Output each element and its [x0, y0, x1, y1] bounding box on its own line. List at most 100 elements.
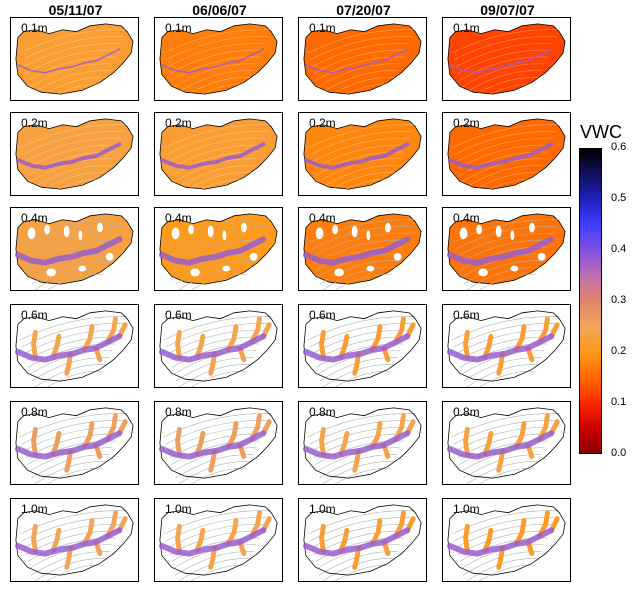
catchment-fill — [447, 118, 566, 190]
contour-line — [453, 36, 557, 61]
contour-line — [457, 49, 551, 74]
catchment-outline — [15, 310, 134, 382]
branch-band — [175, 329, 182, 361]
contour-line — [178, 558, 251, 581]
contour-line — [319, 165, 398, 190]
no-data-gap — [366, 265, 375, 272]
contour-line — [309, 131, 413, 156]
branch-band — [175, 426, 182, 458]
contour-line — [190, 467, 248, 484]
catchment-fill — [447, 23, 566, 95]
contour-line — [175, 70, 254, 95]
contour-line — [34, 558, 107, 581]
no-data-gap — [495, 225, 502, 238]
colorbar-tick: 0.5 — [611, 192, 627, 204]
channel-band — [17, 48, 121, 74]
contour-line — [461, 63, 545, 88]
branch-band — [513, 518, 527, 547]
contour-line — [19, 124, 128, 149]
depth-label: 0.1m — [453, 21, 480, 35]
contour-line — [463, 165, 542, 190]
channel-band — [302, 333, 411, 363]
no-data-gap — [188, 224, 195, 235]
map-panel: 0.2m — [10, 112, 139, 196]
map-panel: 0.2m — [154, 112, 283, 196]
map-panel: 0.2m — [442, 112, 571, 196]
contour-line — [169, 144, 263, 169]
no-data-gap — [459, 227, 468, 240]
channel-band — [446, 527, 555, 557]
channel-band — [159, 142, 266, 170]
depth-label: 0.8m — [309, 405, 336, 419]
contour-line — [311, 42, 410, 68]
contour-line — [21, 36, 125, 61]
contour-lines — [451, 124, 560, 195]
no-data-gap — [332, 224, 339, 235]
branch-band — [194, 430, 206, 457]
contour-line — [317, 63, 401, 88]
branch-band — [496, 448, 506, 473]
contour-line — [478, 178, 536, 195]
contour-lines — [307, 29, 416, 100]
contour-line — [322, 77, 395, 100]
branch-band — [482, 333, 494, 360]
contour-line — [478, 273, 536, 290]
contour-line — [178, 461, 251, 484]
map-panel: 0.2m — [298, 112, 427, 196]
contour-line — [167, 232, 266, 258]
map-panel: 0.1m — [442, 17, 571, 101]
contour-line — [334, 83, 392, 100]
channel-band — [15, 142, 122, 170]
no-data-gap — [190, 268, 200, 277]
branch-band — [463, 523, 470, 555]
colorbar-title: VWC — [580, 122, 622, 142]
branch-band — [81, 421, 95, 450]
branch-band — [81, 518, 95, 547]
no-data-gap — [78, 265, 87, 272]
contour-line — [463, 260, 542, 285]
depth-label: 0.4m — [165, 211, 192, 225]
contour-line — [319, 260, 398, 285]
contour-line — [334, 564, 392, 581]
contour-line — [322, 461, 395, 484]
depth-label: 0.1m — [309, 21, 336, 35]
catchment-outline — [447, 504, 566, 576]
contour-line — [466, 267, 539, 290]
depth-label: 0.6m — [453, 308, 480, 322]
contour-line — [34, 172, 107, 195]
contour-line — [163, 124, 272, 149]
depth-label: 0.8m — [21, 405, 48, 419]
map-panel: 0.6m — [154, 304, 283, 388]
contour-line — [34, 77, 107, 100]
channel-band — [158, 236, 267, 266]
contour-line — [21, 226, 125, 251]
catchment-outline — [447, 310, 566, 382]
channel-band — [302, 430, 411, 460]
column-header: 07/20/07 — [336, 2, 391, 18]
channel-band — [449, 48, 553, 74]
channel-band — [158, 430, 267, 460]
depth-label: 0.2m — [309, 116, 336, 130]
map-panel: 0.8m — [298, 401, 427, 485]
contour-line — [169, 49, 263, 74]
contour-line — [190, 83, 248, 100]
contour-line — [322, 558, 395, 581]
catchment-fill — [303, 23, 422, 95]
channel-band — [447, 142, 554, 170]
depth-label: 0.1m — [21, 21, 48, 35]
depth-label: 0.2m — [165, 116, 192, 130]
contour-line — [167, 42, 266, 68]
contour-line — [307, 124, 416, 149]
branch-band — [64, 351, 74, 376]
contour-line — [173, 63, 257, 88]
contour-line — [457, 144, 551, 169]
contour-line — [453, 226, 557, 251]
contour-line — [167, 137, 266, 163]
no-data-gap — [351, 225, 358, 238]
contour-line — [165, 36, 269, 61]
depth-label: 0.6m — [309, 308, 336, 322]
contour-line — [165, 226, 269, 251]
depth-label: 1.0m — [453, 502, 480, 516]
branch-band — [338, 430, 350, 457]
contour-line — [313, 144, 407, 169]
